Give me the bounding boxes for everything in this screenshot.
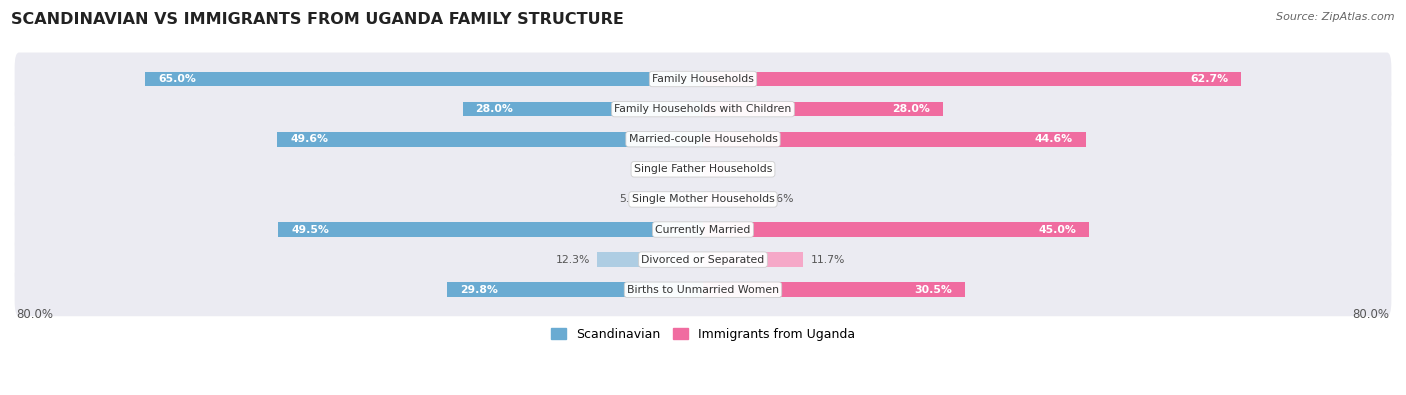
Bar bbox=[463, 102, 703, 117]
Bar bbox=[703, 282, 965, 297]
FancyBboxPatch shape bbox=[14, 203, 1392, 256]
FancyBboxPatch shape bbox=[14, 143, 1392, 196]
Text: 80.0%: 80.0% bbox=[1353, 308, 1389, 321]
Text: 11.7%: 11.7% bbox=[810, 255, 845, 265]
Text: 30.5%: 30.5% bbox=[914, 285, 952, 295]
Text: 2.4%: 2.4% bbox=[731, 164, 758, 174]
Text: Currently Married: Currently Married bbox=[655, 224, 751, 235]
Bar bbox=[277, 132, 703, 147]
Text: 2.4%: 2.4% bbox=[648, 164, 675, 174]
Bar bbox=[654, 192, 703, 207]
Text: 6.6%: 6.6% bbox=[766, 194, 794, 205]
Bar bbox=[703, 71, 1241, 87]
FancyBboxPatch shape bbox=[14, 233, 1392, 286]
Text: 29.8%: 29.8% bbox=[460, 285, 498, 295]
Text: 5.8%: 5.8% bbox=[619, 194, 647, 205]
Text: Married-couple Households: Married-couple Households bbox=[628, 134, 778, 144]
Bar bbox=[682, 162, 703, 177]
Text: Family Households with Children: Family Households with Children bbox=[614, 104, 792, 114]
FancyBboxPatch shape bbox=[14, 263, 1392, 316]
Legend: Scandinavian, Immigrants from Uganda: Scandinavian, Immigrants from Uganda bbox=[546, 323, 860, 346]
Bar bbox=[703, 222, 1090, 237]
FancyBboxPatch shape bbox=[14, 113, 1392, 166]
Bar bbox=[145, 71, 703, 87]
Bar bbox=[447, 282, 703, 297]
Text: SCANDINAVIAN VS IMMIGRANTS FROM UGANDA FAMILY STRUCTURE: SCANDINAVIAN VS IMMIGRANTS FROM UGANDA F… bbox=[11, 12, 624, 27]
FancyBboxPatch shape bbox=[14, 173, 1392, 226]
Bar bbox=[703, 132, 1085, 147]
Text: 80.0%: 80.0% bbox=[17, 308, 53, 321]
Text: 28.0%: 28.0% bbox=[475, 104, 513, 114]
Text: 62.7%: 62.7% bbox=[1189, 74, 1229, 84]
Text: Single Father Households: Single Father Households bbox=[634, 164, 772, 174]
Text: Births to Unmarried Women: Births to Unmarried Women bbox=[627, 285, 779, 295]
Text: Divorced or Separated: Divorced or Separated bbox=[641, 255, 765, 265]
Bar bbox=[703, 192, 759, 207]
Text: 12.3%: 12.3% bbox=[557, 255, 591, 265]
Text: 65.0%: 65.0% bbox=[157, 74, 195, 84]
Bar bbox=[703, 162, 724, 177]
Text: Source: ZipAtlas.com: Source: ZipAtlas.com bbox=[1277, 12, 1395, 22]
Text: 45.0%: 45.0% bbox=[1039, 224, 1077, 235]
Bar bbox=[598, 252, 703, 267]
Text: 49.6%: 49.6% bbox=[290, 134, 328, 144]
Bar bbox=[703, 102, 943, 117]
Text: 28.0%: 28.0% bbox=[893, 104, 931, 114]
Bar bbox=[703, 252, 803, 267]
FancyBboxPatch shape bbox=[14, 83, 1392, 135]
Text: 44.6%: 44.6% bbox=[1035, 134, 1073, 144]
Bar bbox=[278, 222, 703, 237]
Text: Family Households: Family Households bbox=[652, 74, 754, 84]
Text: 49.5%: 49.5% bbox=[291, 224, 329, 235]
FancyBboxPatch shape bbox=[14, 53, 1392, 105]
Text: Single Mother Households: Single Mother Households bbox=[631, 194, 775, 205]
